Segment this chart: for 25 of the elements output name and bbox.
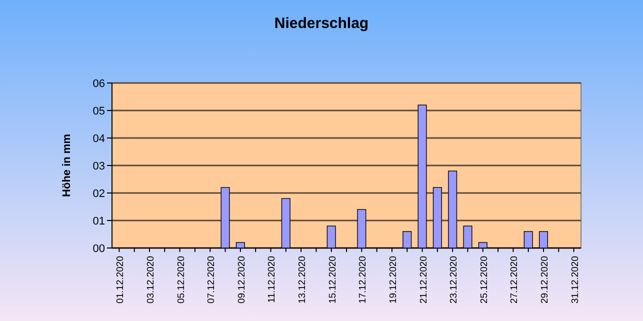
x-tick-label: 25.12.2020: [478, 256, 490, 304]
y-tick-label: 02: [92, 188, 105, 200]
x-tick-label: 23.12.2020: [448, 256, 460, 304]
y-tick-label: 05: [92, 105, 105, 118]
y-axis-title: Höhe in mm: [61, 134, 73, 197]
x-tick-label: 17.12.2020: [358, 256, 369, 304]
y-tick-label: 06: [92, 78, 105, 90]
x-tick-label: 21.12.2020: [418, 256, 430, 304]
x-tick-label: 01.12.2020: [115, 256, 126, 304]
chart-title: Niederschlag: [274, 15, 369, 32]
x-tick-label: 29.12.2020: [539, 256, 550, 304]
x-tick-label: 13.12.2020: [297, 256, 308, 304]
y-tick-label: 03: [92, 160, 105, 172]
x-tick-label: 15.12.2020: [327, 256, 338, 304]
x-tick-label: 19.12.2020: [388, 256, 399, 304]
x-tick-label: 27.12.2020: [509, 256, 520, 304]
x-tick-label: 09.12.2020: [236, 256, 248, 304]
x-tick-label: 11.12.2020: [266, 256, 278, 303]
y-tick-label: 01: [92, 215, 105, 228]
x-tick-label: 05.12.2020: [176, 256, 187, 304]
x-tick-label: 03.12.2020: [146, 256, 157, 304]
y-tick-label: 00: [92, 242, 105, 255]
x-tick-label: 07.12.2020: [206, 256, 218, 304]
y-tick-label: 04: [92, 132, 105, 145]
x-tick-label: 31.12.2020: [570, 256, 581, 304]
